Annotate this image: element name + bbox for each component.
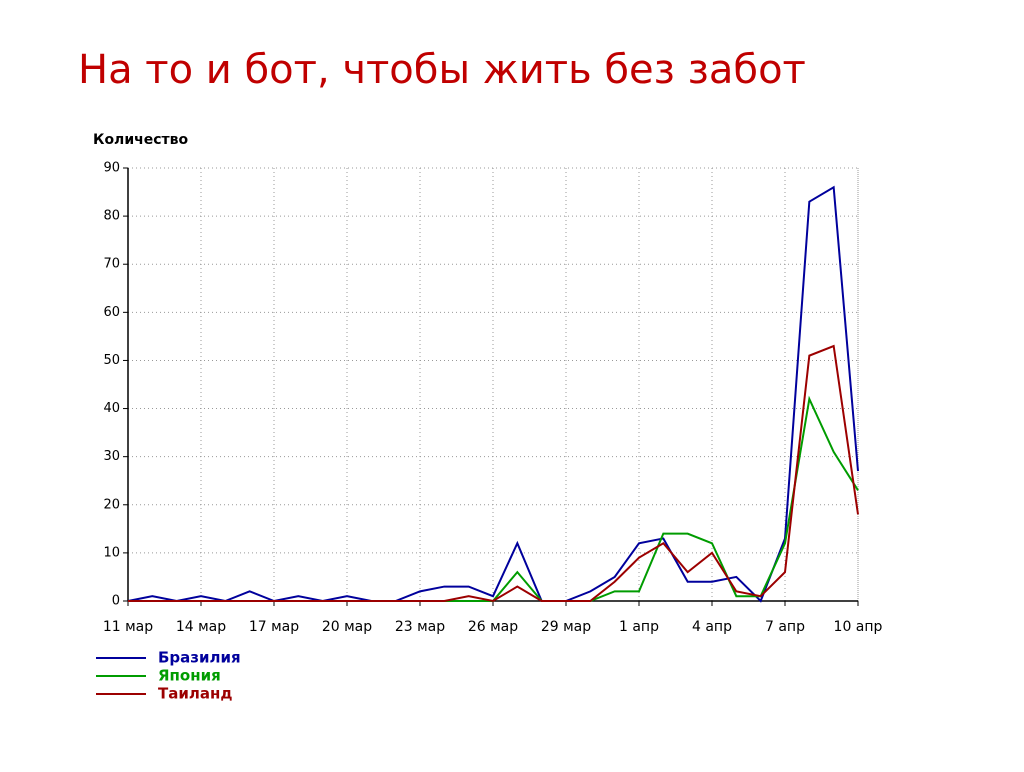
chart-title: На то и бот, чтобы жить без забот (78, 47, 806, 93)
y-tick-label: 20 (103, 497, 120, 512)
y-tick-label: 60 (103, 305, 120, 320)
x-tick-label: 29 мар (541, 619, 591, 635)
legend-label: Япония (158, 667, 221, 685)
y-axis-label: Количество (93, 132, 189, 148)
y-tick-label: 0 (112, 594, 120, 609)
x-tick-label: 11 мар (103, 619, 153, 635)
x-tick-label: 1 апр (619, 619, 659, 635)
y-tick-label: 50 (103, 353, 120, 368)
y-tick-label: 30 (103, 449, 120, 464)
y-tick-label: 70 (103, 257, 120, 272)
x-tick-label: 26 мар (468, 619, 518, 635)
x-tick-label: 20 мар (322, 619, 372, 635)
legend-label: Бразилия (158, 649, 241, 667)
x-tick-label: 17 мар (249, 619, 299, 635)
x-tick-label: 23 мар (395, 619, 445, 635)
x-tick-label: 7 апр (765, 619, 805, 635)
legend-label: Таиланд (158, 685, 232, 703)
x-tick-label: 10 апр (834, 619, 883, 635)
line-series (127, 185, 859, 603)
y-tick-label: 40 (103, 401, 120, 416)
y-tick-label: 90 (103, 161, 120, 176)
y-tick-label: 80 (103, 209, 120, 224)
x-tick-label: 4 апр (692, 619, 732, 635)
x-tick-label: 14 мар (176, 619, 226, 635)
line-series (128, 344, 859, 603)
y-tick-label: 10 (103, 545, 120, 560)
